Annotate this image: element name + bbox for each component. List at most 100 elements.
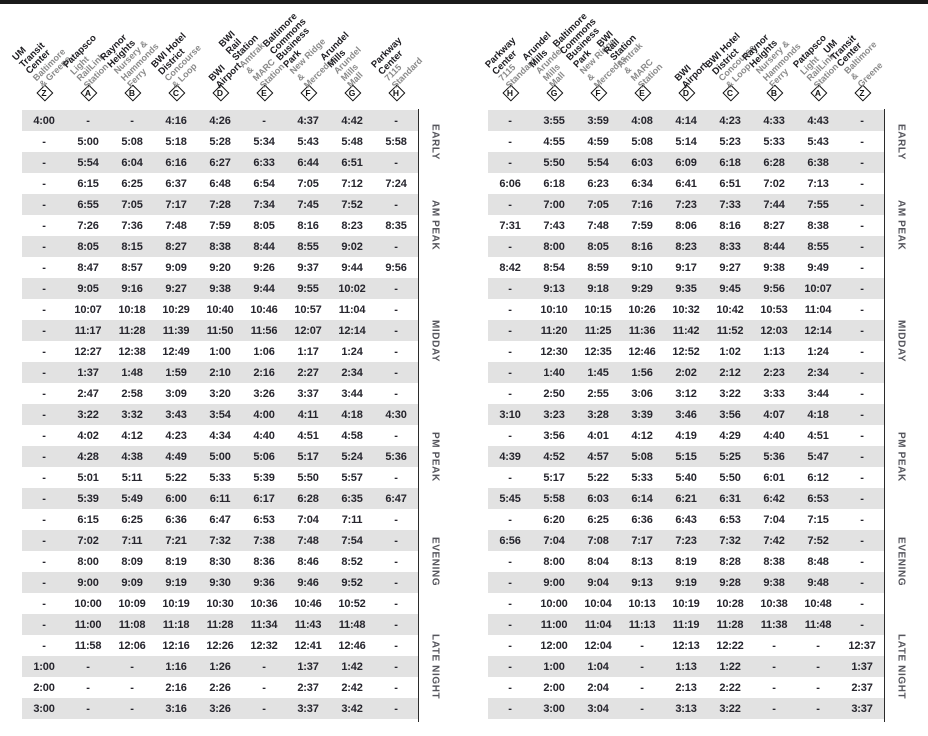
time-cell: 5:18 xyxy=(165,135,187,148)
time-cell: 11:04 xyxy=(804,303,832,316)
time-cell: 6:55 xyxy=(77,198,99,211)
time-cell: 12:46 xyxy=(628,345,656,358)
time-cell: 9:56 xyxy=(763,282,785,295)
time-cell: 11:28 xyxy=(118,324,146,337)
no-service-cell: - xyxy=(130,702,134,715)
time-cell: 8:23 xyxy=(675,240,697,253)
timetable-row: - 3:00 3:04 - 3:13 3:22 - - 3:37 xyxy=(488,698,884,719)
time-cell: 9:45 xyxy=(719,282,741,295)
time-cell: 3:55 xyxy=(543,114,565,127)
time-cell: 10:00 xyxy=(74,597,102,610)
time-cell: 11:50 xyxy=(206,324,234,337)
time-cell: 9:10 xyxy=(631,261,653,274)
time-cell: 6:51 xyxy=(341,156,363,169)
no-service-cell: - xyxy=(42,345,46,358)
no-service-cell: - xyxy=(860,219,864,232)
time-cell: 5:14 xyxy=(675,135,697,148)
time-cell: 3:09 xyxy=(165,387,187,400)
no-service-cell: - xyxy=(508,366,512,379)
timetable-row: - 9:00 9:09 9:19 9:30 9:36 9:46 9:52 - xyxy=(22,572,418,593)
no-service-cell: - xyxy=(42,450,46,463)
time-cell: 11:48 xyxy=(338,618,366,631)
time-cell: 5:23 xyxy=(719,135,741,148)
time-cell: 3:12 xyxy=(675,387,697,400)
station-badge-z: Z xyxy=(36,84,53,101)
time-cell: 9:00 xyxy=(77,576,99,589)
time-cell: 5:24 xyxy=(341,450,363,463)
time-cell: 7:59 xyxy=(209,219,231,232)
time-cell: 12:03 xyxy=(760,324,788,337)
time-cell: 4:58 xyxy=(341,429,363,442)
time-cell: 11:25 xyxy=(584,324,612,337)
time-cell: 10:52 xyxy=(338,597,366,610)
time-cell: 2:23 xyxy=(763,366,785,379)
timetable-row: - 7:26 7:36 7:48 7:59 8:05 8:16 8:23 8:35 xyxy=(22,215,418,236)
time-cell: 12:37 xyxy=(848,639,876,652)
no-service-cell: - xyxy=(394,681,398,694)
time-cell: 4:51 xyxy=(297,429,319,442)
time-cell: 5:28 xyxy=(209,135,231,148)
no-service-cell: - xyxy=(860,492,864,505)
time-cell: 10:02 xyxy=(338,282,366,295)
time-cell: 8:06 xyxy=(675,219,697,232)
time-cell: 11:04 xyxy=(584,618,612,631)
time-cell: 8:04 xyxy=(587,555,609,568)
timetable-row: - 5:00 5:08 5:18 5:28 5:34 5:43 5:48 5:58 xyxy=(22,131,418,152)
no-service-cell: - xyxy=(860,345,864,358)
timetable-row: - 5:50 5:54 6:03 6:09 6:18 6:28 6:38 - xyxy=(488,152,884,173)
time-cell: 9:55 xyxy=(297,282,319,295)
time-cell: 3:46 xyxy=(675,408,697,421)
time-cell: 6:47 xyxy=(385,492,407,505)
time-cell: 4:40 xyxy=(763,429,785,442)
time-cell: 5:54 xyxy=(77,156,99,169)
time-cell: 8:27 xyxy=(763,219,785,232)
timetable-row: 4:39 4:52 4:57 5:08 5:15 5:25 5:36 5:47 - xyxy=(488,446,884,467)
time-cell: 7:02 xyxy=(763,177,785,190)
time-cell: 8:35 xyxy=(385,219,407,232)
timetable-row: - 12:30 12:35 12:46 12:52 1:02 1:13 1:24 - xyxy=(488,341,884,362)
time-cell: 4:34 xyxy=(209,429,231,442)
timetable-row: - 3:22 3:32 3:43 3:54 4:00 4:11 4:18 4:30 xyxy=(22,404,418,425)
time-cell: 1:13 xyxy=(763,345,785,358)
time-cell: 6:17 xyxy=(253,492,275,505)
time-cell: 3:37 xyxy=(297,387,319,400)
timetable-row: 8:42 8:54 8:59 9:10 9:17 9:27 9:38 9:49 - xyxy=(488,257,884,278)
no-service-cell: - xyxy=(508,135,512,148)
time-cell: 11:00 xyxy=(540,618,568,631)
time-cell: 9:13 xyxy=(543,282,565,295)
time-cell: 6:12 xyxy=(807,471,829,484)
station-badge-letter: H xyxy=(392,87,400,98)
time-cell: 9:48 xyxy=(807,576,829,589)
time-cell: 7:34 xyxy=(253,198,275,211)
no-service-cell: - xyxy=(42,198,46,211)
time-cell: 7:48 xyxy=(297,534,319,547)
no-service-cell: - xyxy=(86,702,90,715)
time-cell: 4:12 xyxy=(631,429,653,442)
period-block: EVENING xyxy=(890,509,912,614)
time-cell: 1:06 xyxy=(253,345,275,358)
time-cell: 9:09 xyxy=(165,261,187,274)
station-badge-letter: D xyxy=(216,87,224,98)
no-service-cell: - xyxy=(394,366,398,379)
period-label: EVENING xyxy=(429,536,441,587)
time-cell: 12:00 xyxy=(540,639,568,652)
time-cell: 1:26 xyxy=(209,660,231,673)
time-cell: 10:36 xyxy=(250,597,278,610)
no-service-cell: - xyxy=(86,681,90,694)
time-cell: 9:04 xyxy=(587,576,609,589)
period-label: MIDDAY xyxy=(895,319,907,363)
no-service-cell: - xyxy=(262,114,266,127)
station-badge-letter: D xyxy=(682,87,690,98)
no-service-cell: - xyxy=(508,618,512,631)
time-cell: 1:56 xyxy=(631,366,653,379)
time-cell: 11:19 xyxy=(672,618,700,631)
timetable-rows: - 3:55 3:59 4:08 4:14 4:23 4:33 4:43 - - 4:55 4:59 5… xyxy=(488,110,884,719)
time-cell: 8:38 xyxy=(209,240,231,253)
station-badge-h: H xyxy=(502,84,519,101)
no-service-cell: - xyxy=(772,660,776,673)
period-block: EARLY xyxy=(424,110,446,173)
period-block: PM PEAK xyxy=(890,404,912,509)
time-cell: 12:22 xyxy=(716,639,744,652)
time-cell: 5:50 xyxy=(297,471,319,484)
time-cell: 10:10 xyxy=(540,303,568,316)
